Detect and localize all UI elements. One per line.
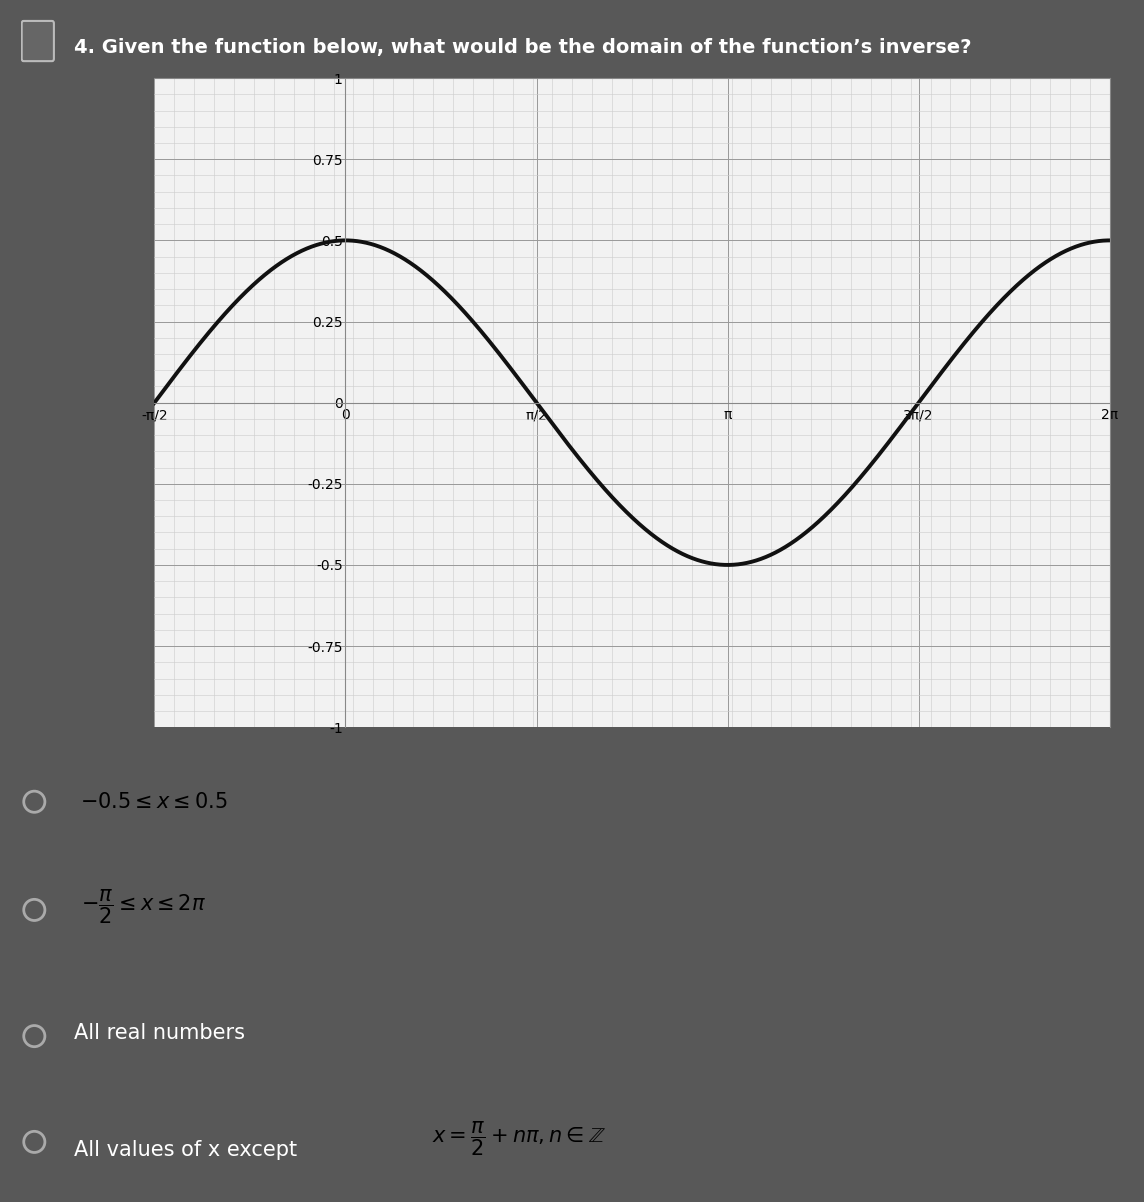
FancyBboxPatch shape [22,20,54,61]
Text: $x = \dfrac{\pi}{2} + n\pi, n \in \mathbb{Z}$: $x = \dfrac{\pi}{2} + n\pi, n \in \mathb… [431,1119,605,1158]
Text: $-\dfrac{\pi}{2} \leq x \leq 2\pi$: $-\dfrac{\pi}{2} \leq x \leq 2\pi$ [81,887,207,926]
Text: All real numbers: All real numbers [74,1023,245,1043]
Text: $-0.5 \leq x \leq 0.5$: $-0.5 \leq x \leq 0.5$ [80,792,228,811]
Text: All values of x except: All values of x except [74,1139,304,1160]
Text: 4. Given the function below, what would be the domain of the function’s inverse?: 4. Given the function below, what would … [74,38,972,58]
